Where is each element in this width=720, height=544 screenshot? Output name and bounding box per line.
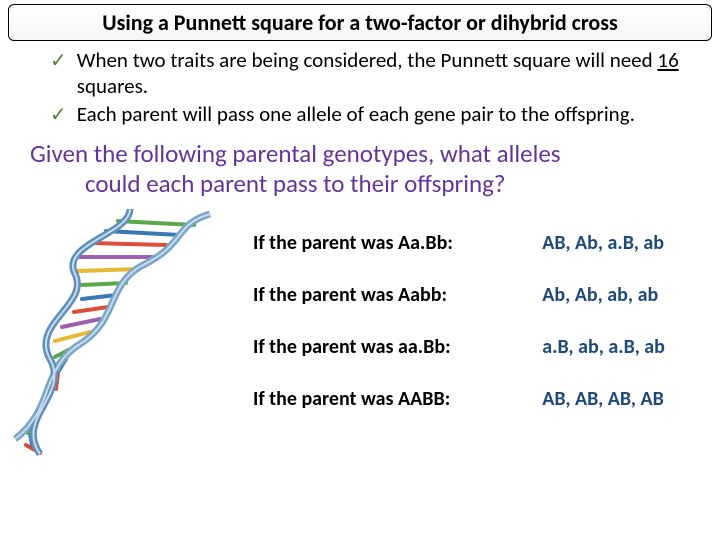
- bullet-list: ✓ When two traits are being considered, …: [50, 47, 700, 129]
- table-row: If the parent was Aabb: Ab, Ab, ab, ab: [245, 269, 720, 321]
- bullet-text-part: squares.: [77, 73, 148, 99]
- allele-table: If the parent was Aa.Bb: AB, Ab, a.B, ab…: [245, 217, 720, 425]
- question-prompt: Given the following parental genotypes, …: [30, 139, 680, 199]
- title-bar: Using a Punnett square for a two-factor …: [8, 4, 712, 41]
- bullet-item: ✓ Each parent will pass one allele of ea…: [50, 101, 700, 129]
- allele-answer: a.B, ab, a.B, ab: [534, 321, 720, 373]
- slide-title: Using a Punnett square for a two-factor …: [102, 9, 618, 36]
- bullet-item: ✓ When two traits are being considered, …: [50, 47, 700, 99]
- content-row: If the parent was Aa.Bb: AB, Ab, a.B, ab…: [0, 209, 720, 459]
- genotype-label: If the parent was AABB:: [245, 373, 534, 425]
- genotype-label: If the parent was Aabb:: [245, 269, 534, 321]
- allele-answer: AB, Ab, a.B, ab: [534, 217, 720, 269]
- question-line1: Given the following parental genotypes, …: [30, 139, 680, 169]
- allele-answer: Ab, Ab, ab, ab: [534, 269, 720, 321]
- check-icon: ✓: [50, 101, 67, 129]
- bullet-underlined: 16: [657, 47, 678, 73]
- allele-answer: AB, AB, AB, AB: [534, 373, 720, 425]
- bullet-text: Each parent will pass one allele of each…: [77, 101, 635, 127]
- bullet-text-part: When two traits are being considered, th…: [77, 47, 658, 73]
- table-row: If the parent was Aa.Bb: AB, Ab, a.B, ab: [245, 217, 720, 269]
- genotype-label: If the parent was Aa.Bb:: [245, 217, 534, 269]
- bullet-text: When two traits are being considered, th…: [77, 47, 700, 99]
- table-row: If the parent was AABB: AB, AB, AB, AB: [245, 373, 720, 425]
- genotype-label: If the parent was aa.Bb:: [245, 321, 534, 373]
- check-icon: ✓: [50, 47, 67, 75]
- question-line2: could each parent pass to their offsprin…: [30, 169, 680, 199]
- dna-illustration: [0, 209, 245, 459]
- allele-table-wrap: If the parent was Aa.Bb: AB, Ab, a.B, ab…: [245, 209, 720, 459]
- dna-helix-icon: [0, 209, 245, 459]
- table-row: If the parent was aa.Bb: a.B, ab, a.B, a…: [245, 321, 720, 373]
